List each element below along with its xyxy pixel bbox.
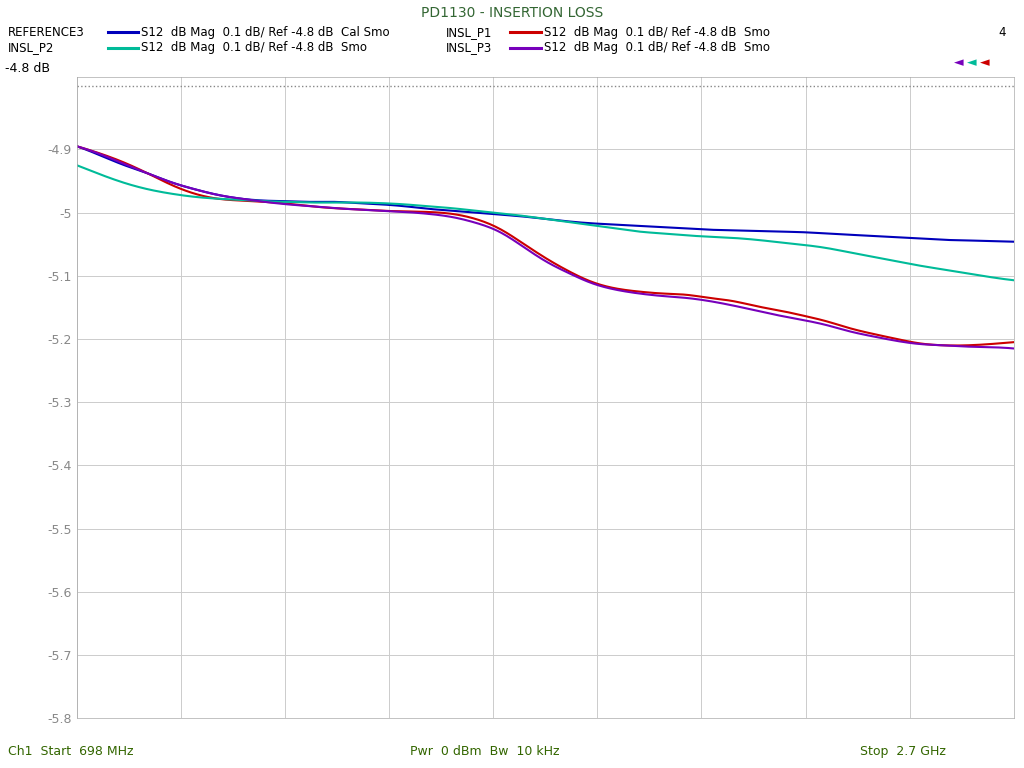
Text: S12  dB Mag  0.1 dB/ Ref -4.8 dB  Cal Smo: S12 dB Mag 0.1 dB/ Ref -4.8 dB Cal Smo [141, 26, 390, 38]
Text: ◄: ◄ [953, 57, 964, 69]
Text: Ch1  Start  698 MHz: Ch1 Start 698 MHz [8, 745, 134, 757]
Text: INSL_P1: INSL_P1 [445, 26, 492, 38]
Text: S12  dB Mag  0.1 dB/ Ref -4.8 dB  Smo: S12 dB Mag 0.1 dB/ Ref -4.8 dB Smo [544, 26, 770, 38]
Text: S12  dB Mag  0.1 dB/ Ref -4.8 dB  Smo: S12 dB Mag 0.1 dB/ Ref -4.8 dB Smo [544, 41, 770, 54]
Text: Pwr  0 dBm  Bw  10 kHz: Pwr 0 dBm Bw 10 kHz [410, 745, 559, 757]
Text: Stop  2.7 GHz: Stop 2.7 GHz [860, 745, 946, 757]
Text: INSL_P2: INSL_P2 [8, 41, 54, 54]
Text: ◄: ◄ [980, 57, 990, 69]
Text: PD1130 - INSERTION LOSS: PD1130 - INSERTION LOSS [421, 6, 603, 20]
Text: REFERENCE3: REFERENCE3 [8, 26, 85, 38]
Text: -4.8 dB: -4.8 dB [5, 62, 50, 75]
Text: INSL_P3: INSL_P3 [445, 41, 492, 54]
Text: ◄: ◄ [967, 57, 977, 69]
Text: 4: 4 [998, 26, 1006, 38]
Text: S12  dB Mag  0.1 dB/ Ref -4.8 dB  Smo: S12 dB Mag 0.1 dB/ Ref -4.8 dB Smo [141, 41, 368, 54]
